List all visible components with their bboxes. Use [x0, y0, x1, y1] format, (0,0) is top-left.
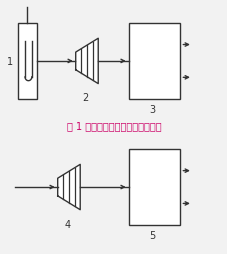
Bar [128, 150, 180, 225]
Text: 图 1 深冷液化分离法制氧流程简图: 图 1 深冷液化分离法制氧流程简图 [66, 121, 161, 131]
Polygon shape [75, 39, 98, 84]
Bar [128, 24, 180, 99]
Text: 1: 1 [7, 57, 13, 67]
Bar [18, 24, 37, 99]
Polygon shape [57, 165, 80, 210]
Text: 4: 4 [64, 219, 71, 229]
Text: 3: 3 [148, 104, 155, 114]
Text: 2: 2 [82, 93, 89, 103]
Text: 5: 5 [148, 230, 155, 240]
